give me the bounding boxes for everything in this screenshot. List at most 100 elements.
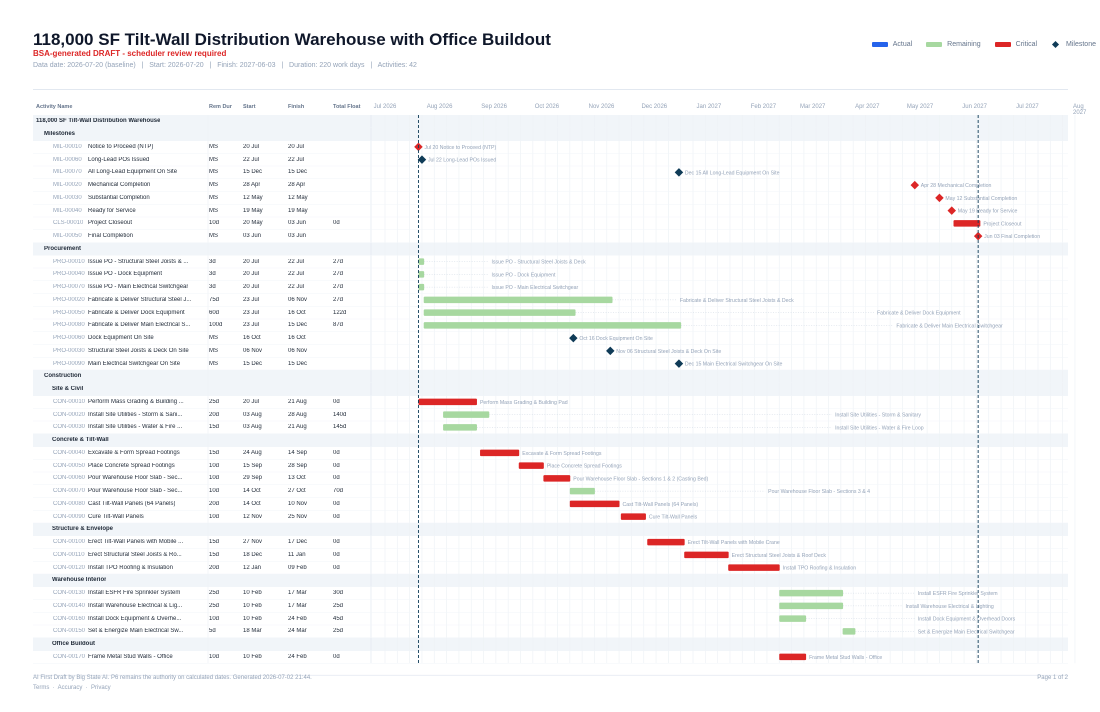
activity-row[interactable]: CON-00110 Erect Structural Steel Joists &… (33, 549, 1068, 562)
activity-row[interactable]: PRO-00040 Issue PO - Dock Equipment 3d 20 J… (33, 268, 1068, 281)
finish-date: 21 Aug (288, 424, 307, 431)
activity-row[interactable]: MIL-00040 Ready for Service MS 19 May 19 May (33, 204, 1068, 217)
rem-dur: MS (209, 143, 218, 150)
activity-row[interactable]: CON-00070 Pour Warehouse Floor Slab - Sec… (33, 485, 1068, 498)
remaining-bar (418, 271, 425, 278)
activity-row[interactable]: CON-00060 Pour Warehouse Floor Slab - Sec… (33, 472, 1068, 485)
col-header-rem-dur: Rem Dur (209, 104, 232, 110)
activity-id: CON-00150 (53, 628, 86, 635)
activity-name: Structural Steel Joists & Deck On Site (88, 347, 189, 354)
bar-label: Cast Tilt-Wall Panels (64 Panels) (623, 502, 699, 508)
wbs-group-row[interactable]: Construction (33, 370, 1068, 383)
activity-row[interactable]: PRO-00090 Main Electrical Switchgear On S… (33, 357, 1068, 370)
footer-links[interactable]: Terms · Accuracy · Privacy (33, 685, 111, 691)
finish-date: 24 Mar (288, 628, 307, 635)
critical-bar (569, 500, 620, 508)
activity-row[interactable]: PRO-00030 Structural Steel Joists & Deck … (33, 345, 1068, 358)
activity-name: Fabricate & Deliver Main Electrical S... (88, 322, 191, 329)
finish-date: 13 Oct (288, 475, 306, 482)
rem-dur: 20d (209, 564, 220, 571)
bar-label: Install Dock Equipment & Overhead Doors (918, 617, 1016, 623)
activity-row[interactable]: CON-00050 Place Concrete Spread Footings 1… (33, 459, 1068, 472)
finish-date: 10 Nov (288, 500, 308, 507)
wbs-group-row[interactable]: Structure & Envelope (33, 523, 1068, 536)
activity-row[interactable]: CON-00090 Cure Tilt-Wall Panels 10d 12 Nov 2… (33, 510, 1068, 523)
activity-name: Erect Tilt-Wall Panels with Mobile ... (88, 539, 184, 546)
milestone (606, 346, 615, 356)
activity-row[interactable]: PRO-00010 Issue PO - Structural Steel Joi… (33, 255, 1068, 268)
start-date: 18 Mar (243, 628, 262, 635)
activity-row[interactable]: CON-00100 Erect Tilt-Wall Panels with Mob… (33, 536, 1068, 549)
start-date: 15 Dec (243, 169, 263, 176)
activity-name: Cast Tilt-Wall Panels (64 Panels) (88, 500, 176, 507)
header-divider (33, 89, 1068, 90)
total-float: 0d (333, 462, 340, 469)
activity-id: CON-00160 (53, 615, 86, 622)
total-float: 27d (333, 284, 344, 291)
start-date: 28 Apr (243, 182, 261, 189)
bar-label: Install Site Utilities - Storm & Sanitar… (835, 413, 921, 419)
month-label: Nov 2026 (588, 104, 615, 110)
activity-row[interactable]: PRO-00080 Fabricate & Deliver Main Electr… (33, 319, 1068, 332)
activity-row[interactable]: CON-00130 Install ESFR Fire Sprinkler Sys… (33, 587, 1068, 600)
wbs-group-row[interactable]: Milestones (33, 127, 1068, 141)
critical-bar (647, 538, 685, 546)
activity-row[interactable]: CON-00010 Perform Mass Grading & Building… (33, 396, 1068, 409)
wbs-group-row[interactable]: Site & Civil (33, 382, 1068, 396)
activity-row[interactable]: MIL-00070 All Long-Lead Equipment On Site… (33, 166, 1068, 179)
finish-date: 11 Jan (288, 551, 306, 558)
rem-dur: MS (209, 207, 218, 214)
wbs-group-row[interactable]: Concrete & Tilt-Wall (33, 433, 1068, 447)
activity-row[interactable]: CON-00030 Install Site Utilities - Water … (33, 421, 1068, 434)
rem-dur: 20d (209, 411, 220, 418)
activity-row[interactable]: PRO-00070 Issue PO - Main Electrical Swit… (33, 281, 1068, 294)
finish-date: 24 Feb (288, 653, 307, 660)
wbs-group-row[interactable]: Procurement (33, 242, 1068, 256)
bar-label: Pour Warehouse Floor Slab - Sections 3 &… (768, 489, 870, 495)
bar-label: May 12 Substantial Completion (945, 196, 1017, 202)
activity-row[interactable]: CON-00140 Install Warehouse Electrical & … (33, 600, 1068, 613)
bar-label: Place Concrete Spread Footings (547, 464, 622, 470)
activity-name: Pour Warehouse Floor Slab - Sec... (88, 488, 183, 495)
rem-dur: 25d (209, 398, 220, 405)
activity-name: Main Electrical Switchgear On Site (88, 360, 181, 367)
activity-name: Dock Equipment On Site (88, 335, 154, 342)
start-date: 15 Dec (243, 360, 263, 367)
activity-id: CON-00070 (53, 488, 86, 495)
start-date: 10 Feb (243, 653, 262, 660)
finish-date: 03 Jun (288, 233, 307, 240)
activity-row[interactable]: PRO-00050 Fabricate & Deliver Dock Equipm… (33, 306, 1068, 319)
activity-id: MIL-00050 (53, 233, 82, 240)
bar-label: Pour Warehouse Floor Slab - Sections 1 &… (573, 476, 708, 482)
total-float: 0d (333, 564, 340, 571)
start-date: 29 Sep (243, 475, 263, 482)
activity-row[interactable]: MIL-00010 Notice to Proceed (NTP) MS 20 Jul… (33, 141, 1068, 154)
activity-row[interactable]: CON-00170 Frame Metal Stud Walls - Office… (33, 651, 1068, 664)
activity-row[interactable]: MIL-00060 Long-Lead POs Issued MS 22 Jul 22 … (33, 153, 1068, 166)
activity-row[interactable]: PRO-00020 Fabricate & Deliver Structural … (33, 294, 1068, 307)
start-date: 23 Jul (243, 309, 260, 316)
wbs-group-row[interactable]: Office Buildout (33, 637, 1068, 651)
activity-row[interactable]: CON-00020 Install Site Utilities - Storm … (33, 408, 1068, 421)
activity-row[interactable]: PRO-00060 Dock Equipment On Site MS 16 Oct 1… (33, 332, 1068, 345)
wbs-group-row[interactable]: 118,000 SF Tilt-Wall Distribution Wareho… (33, 115, 1068, 128)
footer-disclaimer: AI First Draft by Big State AI. P6 remai… (33, 675, 312, 681)
activity-row[interactable]: CON-00160 Install Dock Equipment & Overhe… (33, 612, 1068, 625)
bar-label: Project Closeout (983, 221, 1022, 227)
activity-row[interactable]: CON-00120 Install TPO Roofing & Insulatio… (33, 561, 1068, 574)
activity-row[interactable]: MIL-00050 Final Completion MS 03 Jun 03 Jun (33, 230, 1068, 243)
remaining-bar (423, 322, 682, 329)
activity-row[interactable]: MIL-00030 Substantial Completion MS 12 May 1… (33, 192, 1068, 205)
total-float: 0d (333, 449, 340, 456)
activity-row[interactable]: CLS-00010 Project Closeout 10d 20 May 03 Jun… (33, 217, 1068, 230)
bar-label: Perform Mass Grading & Building Pad (480, 400, 568, 406)
activity-name: Place Concrete Spread Footings (88, 462, 175, 469)
milestone (674, 168, 684, 177)
activity-row[interactable]: CON-00040 Excavate & Form Spread Footings… (33, 447, 1068, 460)
activity-id: PRO-00010 (53, 258, 85, 265)
wbs-group-row[interactable]: Warehouse Interior (33, 574, 1068, 587)
activity-row[interactable]: CON-00150 Set & Energize Main Electrical … (33, 625, 1068, 638)
bar-label: Oct 16 Dock Equipment On Site (579, 336, 653, 342)
activity-row[interactable]: CON-00080 Cast Tilt-Wall Panels (64 Panel… (33, 498, 1068, 511)
activity-row[interactable]: MIL-00020 Mechanical Completion MS 28 Apr 28… (33, 179, 1068, 192)
